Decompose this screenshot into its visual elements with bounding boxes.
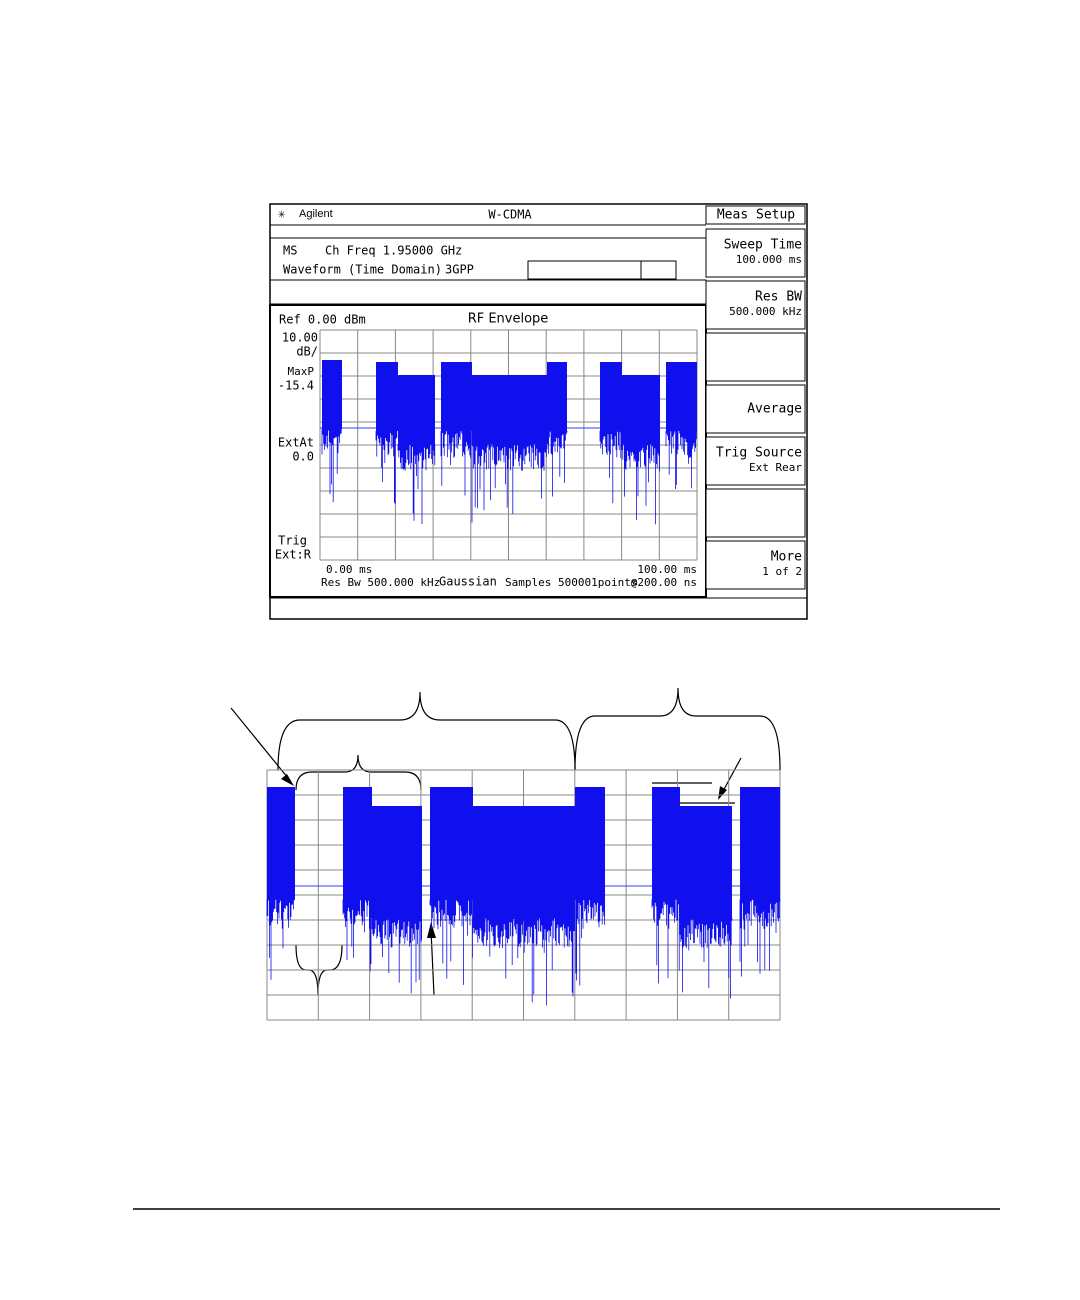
waveform	[321, 360, 697, 525]
burst	[472, 375, 547, 444]
burst-spikes	[471, 444, 547, 523]
info: MS	[283, 244, 297, 258]
value: 0.0	[292, 450, 314, 464]
burst	[372, 806, 422, 919]
filter: Gaussian	[439, 575, 497, 589]
burst-spikes	[599, 431, 622, 504]
label: MaxP	[288, 365, 315, 378]
burst-spikes	[651, 899, 681, 984]
plot-title: RF Envelope	[468, 312, 549, 327]
burst	[622, 375, 660, 444]
menu-title-box	[705, 205, 806, 225]
x-stop: 100.00 ms	[637, 563, 697, 576]
burst	[441, 362, 472, 431]
annotations	[230, 687, 781, 996]
burst	[430, 787, 473, 900]
burst-spikes	[546, 431, 568, 497]
burst-spikes	[574, 899, 605, 986]
burst	[398, 375, 435, 444]
softkey-value: 100.000 ms	[736, 253, 802, 266]
burst	[666, 362, 697, 431]
burst-spikes	[397, 444, 436, 524]
burst-spikes	[266, 899, 295, 980]
info: Waveform (Time Domain)	[283, 263, 442, 277]
logo: ✳	[278, 207, 285, 221]
ref-level: Ref 0.00 dBm	[279, 313, 366, 327]
arrowhead	[281, 774, 294, 786]
arrowhead	[427, 922, 436, 938]
burst-spikes	[371, 918, 422, 994]
burst	[343, 787, 372, 900]
burst-spikes	[440, 431, 472, 496]
burst-spikes	[375, 431, 398, 505]
softkey-label: More	[771, 550, 802, 565]
softkey-value: 1 of 2	[762, 565, 802, 578]
burst-spikes	[321, 429, 342, 503]
samples: Samples 500001points	[505, 576, 637, 589]
burst	[680, 806, 732, 919]
softkey-value: 500.000 kHz	[729, 305, 802, 318]
softkey-box	[705, 384, 806, 434]
label: Trig	[278, 534, 307, 548]
softkey-label: Res BW	[755, 290, 802, 305]
waveform	[266, 787, 781, 1006]
burst	[267, 787, 295, 900]
softkey-label: Average	[747, 402, 802, 417]
burst	[322, 360, 342, 429]
burst-spikes	[429, 899, 473, 985]
scale-unit: dB/	[296, 345, 318, 359]
softkey-label: Trig Source	[716, 446, 802, 461]
label: ExtAt	[278, 436, 314, 450]
softkey-value: Ext Rear	[749, 461, 802, 474]
info: 3GPP	[445, 263, 474, 277]
burst	[473, 806, 575, 919]
burst-spikes	[621, 444, 660, 525]
info: Ch Freq 1.95000 GHz	[325, 244, 462, 258]
mode: W-CDMA	[488, 208, 532, 222]
burst	[547, 362, 567, 431]
softkey-box	[705, 280, 806, 330]
softkey-box	[705, 540, 806, 590]
menu-title: Meas Setup	[717, 208, 795, 223]
burst-spikes	[739, 899, 781, 977]
burst-spikes	[679, 918, 733, 999]
burst	[575, 787, 605, 900]
res-bw: Res Bw 500.000 kHz	[321, 576, 440, 589]
burst-spikes	[665, 431, 697, 489]
arrowhead	[718, 786, 727, 800]
value: Ext:R	[275, 548, 312, 562]
softkey-box	[705, 228, 806, 278]
softkey-box	[705, 436, 806, 486]
burst	[376, 362, 398, 431]
interval: @200.00 ns	[631, 576, 697, 589]
softkey-box	[705, 332, 806, 382]
burst	[740, 787, 780, 900]
burst-spikes	[342, 899, 373, 972]
brand: Agilent	[299, 208, 333, 220]
softkey-label: Sweep Time	[724, 238, 802, 253]
x-start: 0.00 ms	[326, 563, 372, 576]
value: -15.4	[278, 379, 314, 393]
burst	[652, 787, 680, 900]
burst-spikes	[472, 918, 575, 1006]
softkey-box	[705, 488, 806, 538]
indicator-box	[527, 260, 677, 280]
burst	[600, 362, 622, 431]
scale: 10.00	[282, 331, 318, 345]
